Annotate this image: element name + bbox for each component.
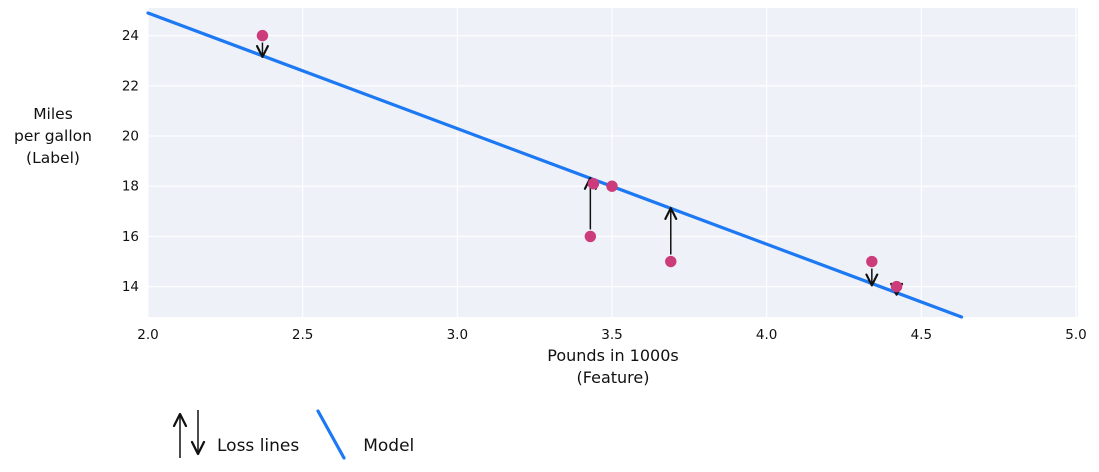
loss-lines-icon (172, 410, 206, 458)
data-point (587, 178, 600, 190)
legend-model-label: Model (363, 436, 415, 456)
plot-background (148, 8, 1078, 317)
y-tick-label: 24 (122, 28, 139, 44)
x-tick-label: 3.5 (601, 327, 622, 343)
data-point (584, 230, 597, 243)
y-tick-label: 14 (122, 279, 139, 295)
y-axis-label-line2: per gallon (14, 127, 92, 145)
data-point (866, 255, 878, 268)
y-tick-label: 20 (122, 129, 139, 145)
y-tick-label: 22 (122, 78, 139, 94)
data-point (890, 280, 903, 293)
data-point (606, 180, 618, 192)
data-point (665, 255, 677, 268)
data-point (256, 29, 269, 42)
x-tick-label: 2.5 (292, 327, 313, 343)
x-axis-label-line1: Pounds in 1000s (547, 346, 679, 365)
x-tick-label: 4.0 (756, 327, 777, 343)
x-axis-label: Pounds in 1000s (Feature) (547, 345, 678, 389)
model-line-icon (316, 409, 346, 460)
x-tick-label: 4.5 (911, 327, 932, 343)
y-tick-label: 16 (122, 229, 139, 245)
x-axis-label-line2: (Feature) (576, 368, 650, 387)
legend: Loss lines Model (171, 405, 414, 463)
y-tick-label: 18 (122, 179, 139, 195)
model-line (146, 11, 964, 319)
x-tick-label: 5.0 (1065, 327, 1086, 343)
legend-loss-label: Loss lines (217, 436, 300, 456)
x-tick-label: 2.0 (137, 327, 158, 343)
y-axis-label-line1: Miles (33, 105, 73, 123)
x-tick-label: 3.0 (447, 327, 468, 343)
plot-area: 2.0 2.5 3.0 3.5 4.0 4.5 5.0 14 16 18 20 22 24 (122, 8, 1087, 343)
y-axis-label: Miles per gallon (Label) (0, 103, 106, 169)
y-axis-label-line3: (Label) (26, 149, 80, 167)
